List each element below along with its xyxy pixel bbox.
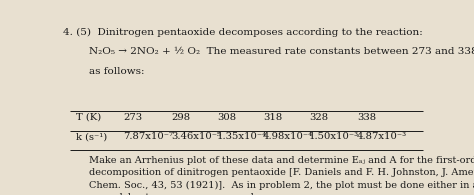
Text: 328: 328 bbox=[309, 113, 328, 122]
Text: Make an Arrhenius plot of these data and determine Eₐⱼ and A for the first-order: Make an Arrhenius plot of these data and… bbox=[89, 156, 474, 195]
Text: 4. (5)  Dinitrogen pentaoxide decomposes according to the reaction:: 4. (5) Dinitrogen pentaoxide decomposes … bbox=[63, 28, 423, 37]
Text: 308: 308 bbox=[217, 113, 237, 122]
Text: 1.35x10⁻⁴: 1.35x10⁻⁴ bbox=[217, 132, 267, 141]
Text: 338: 338 bbox=[357, 113, 376, 122]
Text: N₂O₅ → 2NO₂ + ½ O₂  The measured rate constants between 273 and 338 K are: N₂O₅ → 2NO₂ + ½ O₂ The measured rate con… bbox=[89, 47, 474, 56]
Text: 298: 298 bbox=[171, 113, 191, 122]
Text: T (K): T (K) bbox=[76, 113, 101, 122]
Text: 1.50x10⁻³: 1.50x10⁻³ bbox=[309, 132, 359, 141]
Text: 4.98x10⁻⁴: 4.98x10⁻⁴ bbox=[263, 132, 313, 141]
Text: 318: 318 bbox=[263, 113, 283, 122]
Text: 4.87x10⁻³: 4.87x10⁻³ bbox=[357, 132, 407, 141]
Text: 3.46x10⁻⁵: 3.46x10⁻⁵ bbox=[171, 132, 221, 141]
Text: k (s⁻¹): k (s⁻¹) bbox=[76, 132, 107, 141]
Text: 7.87x10⁻⁷: 7.87x10⁻⁷ bbox=[124, 132, 173, 141]
Text: 273: 273 bbox=[124, 113, 143, 122]
Text: as follows:: as follows: bbox=[89, 67, 144, 76]
